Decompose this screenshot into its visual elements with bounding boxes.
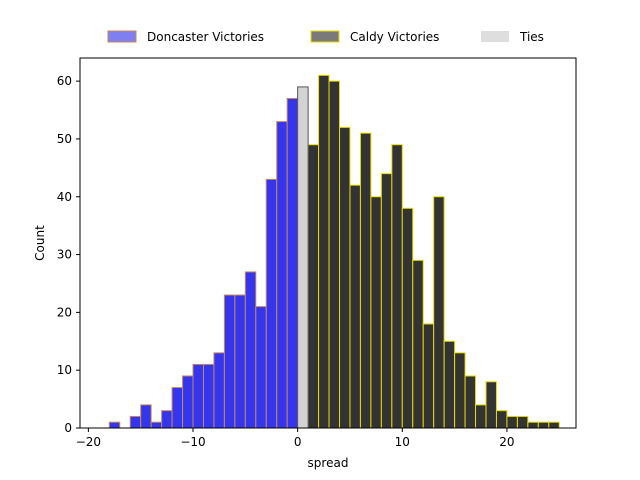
y-tick-label: 50 [57, 132, 72, 146]
bar-caldy-victories-1 [307, 144, 320, 429]
bar-caldy-victories-3 [328, 80, 341, 429]
bar-caldy-victories-22 [527, 421, 539, 429]
bar-caldy-victories-18 [485, 381, 497, 429]
y-axis-label: Count [33, 225, 47, 261]
bar-doncaster-victories--10 [192, 363, 204, 429]
bar-doncaster-victories--7 [223, 294, 236, 429]
bar-caldy-victories-4 [339, 126, 351, 429]
bar-caldy-victories-5 [349, 184, 361, 429]
y-tick-label: 20 [57, 305, 72, 319]
bar-caldy-victories-9 [391, 144, 403, 429]
plot-frame [79, 57, 577, 429]
bar-caldy-victories-7 [370, 196, 382, 429]
bar-doncaster-victories--11 [182, 375, 194, 429]
bar-doncaster-victories--15 [140, 404, 152, 429]
bar-doncaster-victories--12 [171, 387, 184, 429]
bar-caldy-victories-14 [443, 340, 456, 429]
bar-doncaster-victories--2 [276, 121, 288, 429]
bar-caldy-victories-10 [401, 207, 414, 429]
bar-caldy-victories-17 [475, 404, 487, 429]
legend-swatch-doncaster-victories [107, 30, 137, 43]
bar-doncaster-victories--14 [150, 421, 163, 429]
y-tick-label: 10 [57, 363, 72, 377]
bar-doncaster-victories--13 [161, 410, 173, 429]
legend-label-ties: Ties [519, 30, 544, 44]
bar-caldy-victories-11 [412, 259, 424, 429]
bars [108, 74, 560, 429]
x-tick-label: −20 [76, 435, 101, 449]
bar-caldy-victories-12 [422, 323, 435, 429]
bar-doncaster-victories--3 [265, 178, 278, 429]
legend-swatch-ties [481, 31, 509, 42]
legend-label-doncaster-victories: Doncaster Victories [147, 30, 264, 44]
bar-doncaster-victories--8 [213, 352, 225, 429]
bar-doncaster-victories--1 [286, 97, 299, 429]
bar-caldy-victories-2 [318, 74, 330, 429]
bar-caldy-victories-15 [454, 352, 466, 429]
x-axis-label: spread [308, 456, 349, 470]
bar-caldy-victories-6 [359, 132, 372, 429]
bar-caldy-victories-23 [537, 421, 550, 429]
y-tick-label: 30 [57, 248, 72, 262]
bar-doncaster-victories--5 [244, 271, 257, 429]
bar-doncaster-victories--18 [108, 421, 121, 429]
bar-caldy-victories-13 [433, 196, 445, 429]
bar-doncaster-victories--16 [129, 415, 142, 429]
bar-caldy-victories-21 [516, 415, 529, 429]
bar-doncaster-victories--4 [255, 306, 267, 429]
legend: Doncaster Victories Caldy Victories Ties [107, 30, 544, 44]
bar-caldy-victories-16 [464, 375, 477, 429]
y-tick-label: 60 [57, 74, 72, 88]
y-tick-label: 0 [64, 421, 72, 435]
bar-caldy-victories-8 [380, 173, 393, 429]
bar-caldy-victories-20 [506, 415, 518, 429]
y-tick-label: 40 [57, 190, 72, 204]
bar-caldy-victories-19 [495, 410, 508, 429]
bar-doncaster-victories--6 [234, 294, 246, 429]
legend-swatch-caldy-victories [310, 30, 340, 43]
bar-caldy-victories-24 [548, 421, 560, 429]
x-tick-label: 10 [395, 435, 410, 449]
axes: −20 −10 0 10 20 0 10 20 30 40 50 60 [57, 57, 577, 449]
x-tick-label: 0 [294, 435, 302, 449]
x-tick-label: −10 [180, 435, 205, 449]
bar-ties-0 [297, 86, 309, 429]
legend-label-caldy-victories: Caldy Victories [350, 30, 439, 44]
bar-doncaster-victories--9 [202, 363, 215, 429]
x-tick-label: 20 [499, 435, 514, 449]
